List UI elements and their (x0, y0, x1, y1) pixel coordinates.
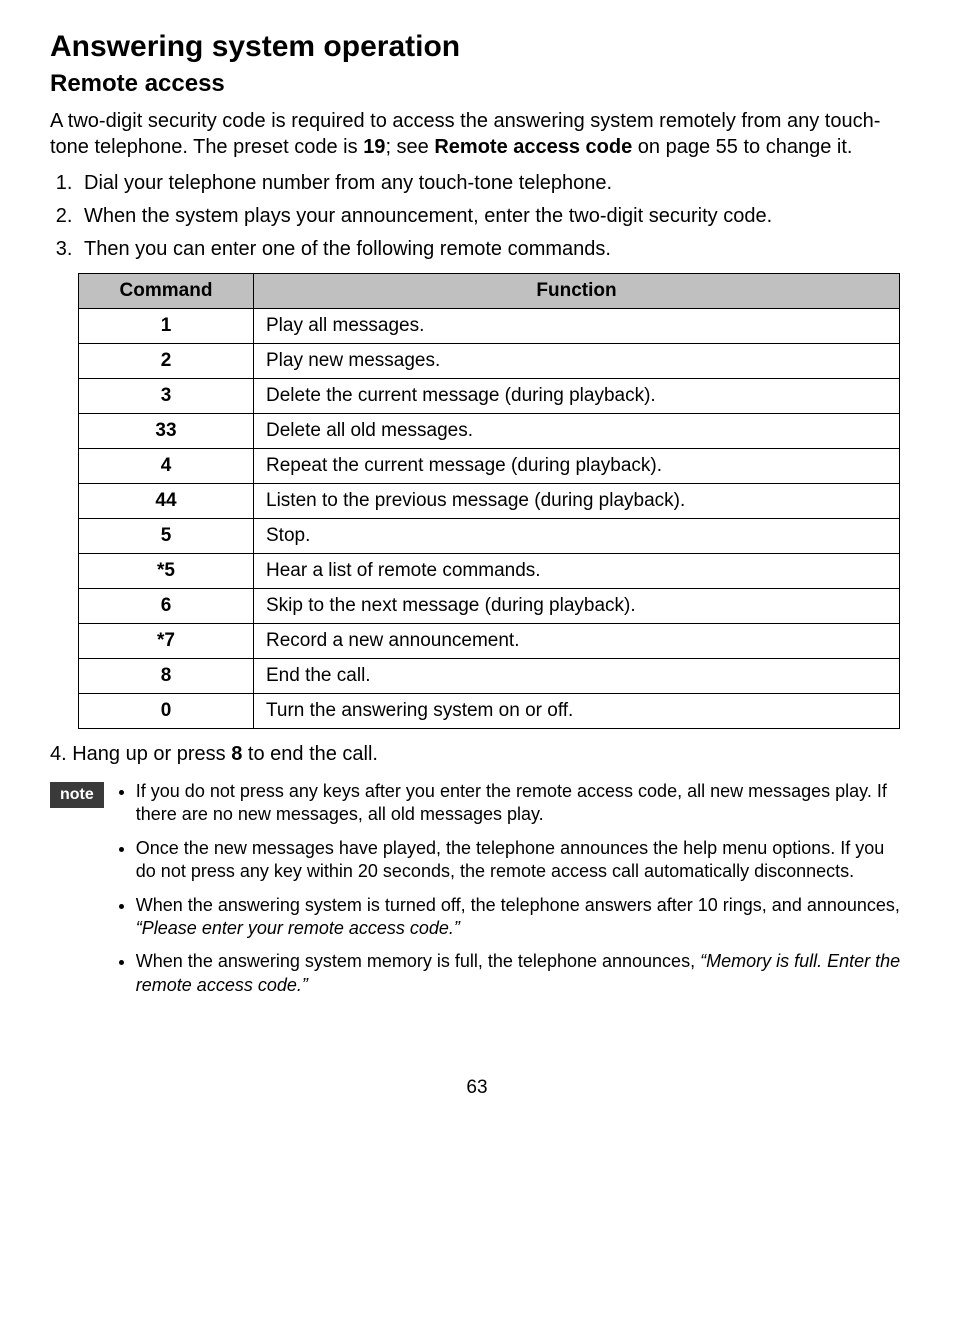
header-function: Function (254, 274, 900, 309)
table-row: *5Hear a list of remote commands. (79, 554, 900, 589)
cmd-key: 5 (79, 519, 254, 554)
manual-page: Answering system operation Remote access… (0, 0, 954, 1139)
step4-key: 8 (231, 743, 242, 765)
cmd-key: 44 (79, 484, 254, 519)
table-row: 6Skip to the next message (during playba… (79, 589, 900, 624)
cmd-fn: Stop. (254, 519, 900, 554)
cmd-fn: Delete all old messages. (254, 414, 900, 449)
note-text: When the answering system memory is full… (136, 951, 700, 971)
cmd-key: 0 (79, 694, 254, 729)
cmd-key: 3 (79, 379, 254, 414)
cmd-fn: End the call. (254, 659, 900, 694)
cmd-fn: Skip to the next message (during playbac… (254, 589, 900, 624)
table-header-row: Command Function (79, 274, 900, 309)
commands-table-wrap: Command Function 1Play all messages. 2Pl… (78, 273, 900, 729)
step-item: Dial your telephone number from any touc… (78, 170, 904, 197)
step-4: 4. Hang up or press 8 to end the call. (50, 743, 904, 766)
table-row: 33Delete all old messages. (79, 414, 900, 449)
note-text: Once the new messages have played, the t… (136, 838, 885, 881)
page-title: Answering system operation (50, 30, 904, 64)
table-row: 1Play all messages. (79, 309, 900, 344)
note-text: When the answering system is turned off,… (136, 895, 900, 915)
table-row: 8End the call. (79, 659, 900, 694)
header-command: Command (79, 274, 254, 309)
table-row: 44Listen to the previous message (during… (79, 484, 900, 519)
note-item: When the answering system is turned off,… (136, 894, 904, 941)
table-row: 4Repeat the current message (during play… (79, 449, 900, 484)
cmd-key: 8 (79, 659, 254, 694)
table-row: 2Play new messages. (79, 344, 900, 379)
step-item: When the system plays your announcement,… (78, 203, 904, 230)
cmd-fn: Play all messages. (254, 309, 900, 344)
cmd-key: 1 (79, 309, 254, 344)
table-row: *7Record a new announcement. (79, 624, 900, 659)
cmd-key: 2 (79, 344, 254, 379)
step-item: Then you can enter one of the following … (78, 236, 904, 263)
cmd-fn: Play new messages. (254, 344, 900, 379)
intro-text-2: ; see (385, 136, 434, 158)
table-row: 3Delete the current message (during play… (79, 379, 900, 414)
note-italic: “Please enter your remote access code.” (136, 918, 460, 938)
commands-table: Command Function 1Play all messages. 2Pl… (78, 273, 900, 729)
cmd-key: 6 (79, 589, 254, 624)
cmd-fn: Delete the current message (during playb… (254, 379, 900, 414)
preset-code: 19 (363, 136, 385, 158)
cmd-fn: Record a new announcement. (254, 624, 900, 659)
intro-text-3: on page 55 to change it. (632, 136, 852, 158)
cmd-key: *7 (79, 624, 254, 659)
table-row: 0Turn the answering system on or off. (79, 694, 900, 729)
note-item: When the answering system memory is full… (136, 950, 904, 997)
step4-suffix: to end the call. (242, 743, 378, 765)
step4-prefix: 4. Hang up or press (50, 743, 231, 765)
remote-access-code-link: Remote access code (434, 136, 632, 158)
note-list: If you do not press any keys after you e… (116, 780, 904, 1007)
cmd-fn: Turn the answering system on or off. (254, 694, 900, 729)
cmd-fn: Hear a list of remote commands. (254, 554, 900, 589)
table-row: 5Stop. (79, 519, 900, 554)
note-badge: note (50, 782, 104, 808)
cmd-key: *5 (79, 554, 254, 589)
note-block: note If you do not press any keys after … (50, 780, 904, 1007)
steps-list: Dial your telephone number from any touc… (50, 170, 904, 263)
note-item: If you do not press any keys after you e… (136, 780, 904, 827)
cmd-fn: Listen to the previous message (during p… (254, 484, 900, 519)
cmd-key: 4 (79, 449, 254, 484)
commands-tbody: 1Play all messages. 2Play new messages. … (79, 309, 900, 729)
cmd-fn: Repeat the current message (during playb… (254, 449, 900, 484)
note-text: If you do not press any keys after you e… (136, 781, 887, 824)
cmd-key: 33 (79, 414, 254, 449)
intro-paragraph: A two-digit security code is required to… (50, 108, 904, 160)
note-item: Once the new messages have played, the t… (136, 837, 904, 884)
section-subtitle: Remote access (50, 70, 904, 98)
page-number: 63 (50, 1077, 904, 1099)
